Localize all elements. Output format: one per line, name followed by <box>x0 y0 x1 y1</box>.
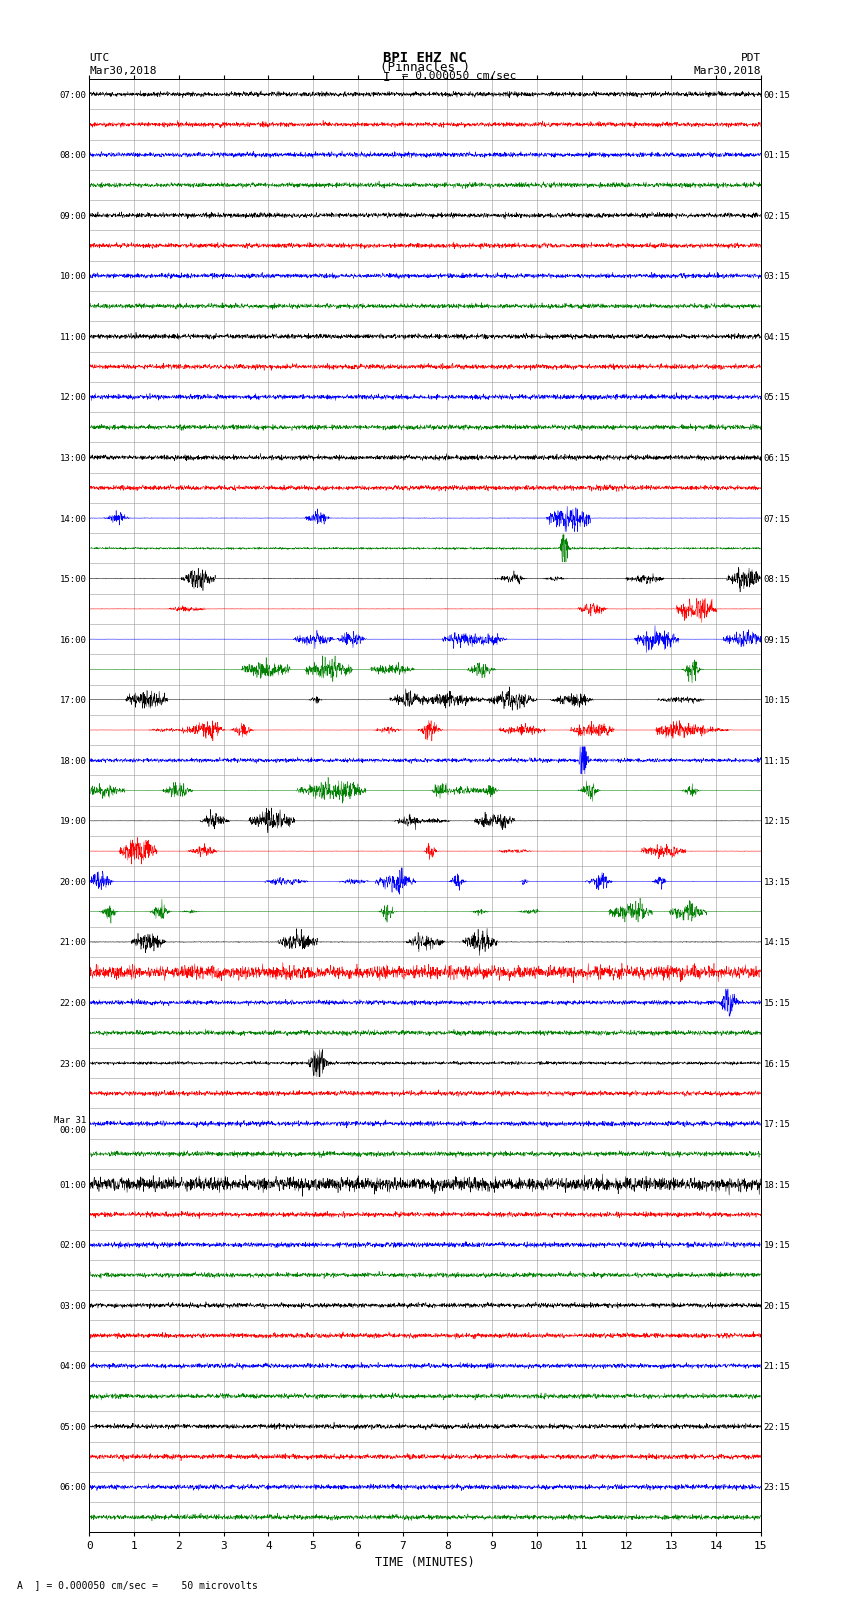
Text: A  ] = 0.000050 cm/sec =    50 microvolts: A ] = 0.000050 cm/sec = 50 microvolts <box>17 1581 258 1590</box>
Text: = 0.000050 cm/sec: = 0.000050 cm/sec <box>395 71 517 81</box>
Text: Mar30,2018: Mar30,2018 <box>694 66 761 76</box>
Text: PDT: PDT <box>740 53 761 63</box>
Text: BPI EHZ NC: BPI EHZ NC <box>383 50 467 65</box>
Text: Mar30,2018: Mar30,2018 <box>89 66 156 76</box>
Text: I: I <box>383 71 390 84</box>
Text: UTC: UTC <box>89 53 110 63</box>
X-axis label: TIME (MINUTES): TIME (MINUTES) <box>375 1555 475 1568</box>
Text: (Pinnacles ): (Pinnacles ) <box>380 61 470 74</box>
